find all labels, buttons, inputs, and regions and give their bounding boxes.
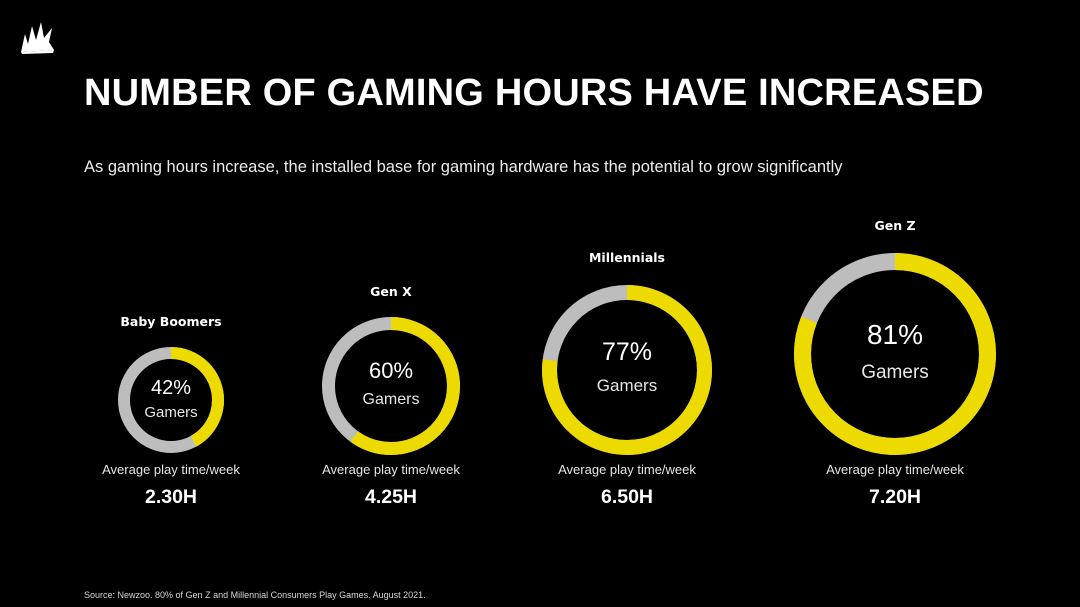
play-time-value: 7.20H bbox=[869, 486, 921, 508]
donut-gen-z: Gen Z 81% Gamers Average play time/week 7.20… bbox=[794, 218, 996, 508]
generation-label: Gen X bbox=[370, 284, 412, 299]
donut-baby-boomers: Baby Boomers 42% Gamers Average play time/w… bbox=[102, 314, 240, 508]
gamers-label: Gamers bbox=[144, 404, 197, 421]
percentage-label: 81% bbox=[867, 319, 923, 350]
donut-millennials: Millennials 77% Gamers Average play time/we… bbox=[542, 250, 712, 508]
percentage-label: 77% bbox=[602, 338, 652, 366]
play-time-value: 2.30H bbox=[145, 486, 197, 508]
donut-value-arc bbox=[118, 347, 224, 453]
donut-value-arc bbox=[542, 285, 712, 455]
generation-label: Baby Boomers bbox=[120, 314, 221, 329]
gamers-label: Gamers bbox=[861, 362, 929, 383]
generation-label: Millennials bbox=[589, 250, 665, 265]
play-time-value: 6.50H bbox=[601, 486, 653, 508]
gamers-label: Gamers bbox=[363, 391, 420, 408]
gamers-label: Gamers bbox=[597, 376, 657, 395]
donut-value-arc bbox=[794, 253, 996, 455]
page-title: NUMBER OF GAMING HOURS HAVE INCREASED bbox=[84, 72, 984, 114]
source-note: Source: Newzoo. 80% of Gen Z and Millenn… bbox=[84, 590, 426, 600]
percentage-label: 60% bbox=[369, 358, 413, 383]
play-time-caption: Average play time/week bbox=[558, 462, 696, 477]
play-time-value: 4.25H bbox=[365, 486, 417, 508]
play-time-caption: Average play time/week bbox=[322, 462, 460, 477]
page-subtitle: As gaming hours increase, the installed … bbox=[84, 158, 843, 176]
sails-logo-icon bbox=[21, 22, 54, 54]
donut-value-arc bbox=[322, 317, 460, 455]
play-time-caption: Average play time/week bbox=[102, 462, 240, 477]
play-time-caption: Average play time/week bbox=[826, 462, 964, 477]
generation-label: Gen Z bbox=[874, 218, 915, 233]
percentage-label: 42% bbox=[151, 377, 191, 399]
donut-gen-x: Gen X 60% Gamers Average play time/week 4.25… bbox=[322, 284, 460, 508]
